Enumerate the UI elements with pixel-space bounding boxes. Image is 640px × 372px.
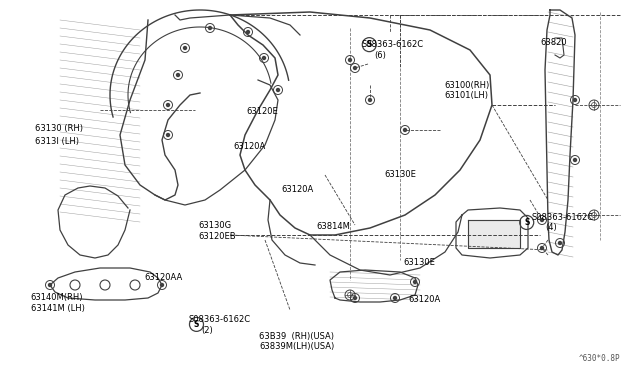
Circle shape [49, 283, 51, 286]
Circle shape [413, 280, 417, 283]
Circle shape [369, 99, 371, 102]
Circle shape [403, 128, 406, 131]
Text: S: S [194, 320, 199, 329]
Text: 63140M(RH): 63140M(RH) [31, 293, 83, 302]
Text: 63839M(LH)(USA): 63839M(LH)(USA) [259, 342, 335, 351]
Circle shape [353, 67, 356, 70]
Text: (2): (2) [202, 326, 213, 335]
Circle shape [353, 296, 356, 299]
Circle shape [541, 218, 543, 221]
Circle shape [166, 134, 170, 137]
Circle shape [276, 89, 280, 92]
Circle shape [559, 241, 561, 244]
Text: 63120A: 63120A [408, 295, 440, 304]
Text: S: S [367, 40, 372, 49]
Text: 63130G: 63130G [198, 221, 232, 230]
Circle shape [573, 99, 577, 102]
Text: (6): (6) [374, 51, 387, 60]
Circle shape [184, 46, 186, 49]
Circle shape [573, 158, 577, 161]
Text: 63130E: 63130E [384, 170, 416, 179]
Circle shape [541, 247, 543, 250]
Polygon shape [468, 220, 520, 248]
Text: 63101(LH): 63101(LH) [444, 92, 488, 100]
Text: 63814M: 63814M [317, 222, 351, 231]
Circle shape [166, 103, 170, 106]
Text: 63120A: 63120A [234, 142, 266, 151]
Text: ^630*0.8P: ^630*0.8P [579, 354, 621, 363]
Text: 63B39  (RH)(USA): 63B39 (RH)(USA) [259, 332, 334, 341]
Circle shape [349, 58, 351, 61]
Text: 63100(RH): 63100(RH) [444, 81, 490, 90]
Text: 63120E: 63120E [246, 107, 278, 116]
Text: 63820: 63820 [541, 38, 568, 47]
Text: S08363-6162C: S08363-6162C [189, 315, 251, 324]
Text: (4): (4) [545, 223, 557, 232]
Circle shape [161, 283, 163, 286]
Text: 63120A: 63120A [282, 185, 314, 194]
Text: 63130E: 63130E [403, 258, 435, 267]
Text: 63130 (RH): 63130 (RH) [35, 124, 83, 133]
Text: 63120AA: 63120AA [144, 273, 182, 282]
Text: 63141M (LH): 63141M (LH) [31, 304, 84, 313]
Text: 6313I (LH): 6313I (LH) [35, 137, 79, 146]
Circle shape [262, 57, 266, 60]
Circle shape [177, 74, 179, 77]
Text: S08363-6162C: S08363-6162C [531, 213, 593, 222]
Text: 63120EB: 63120EB [198, 232, 236, 241]
Circle shape [209, 26, 211, 29]
Circle shape [246, 31, 250, 33]
Text: S08363-6162C: S08363-6162C [362, 40, 424, 49]
Text: S: S [524, 218, 529, 227]
Circle shape [394, 296, 397, 299]
